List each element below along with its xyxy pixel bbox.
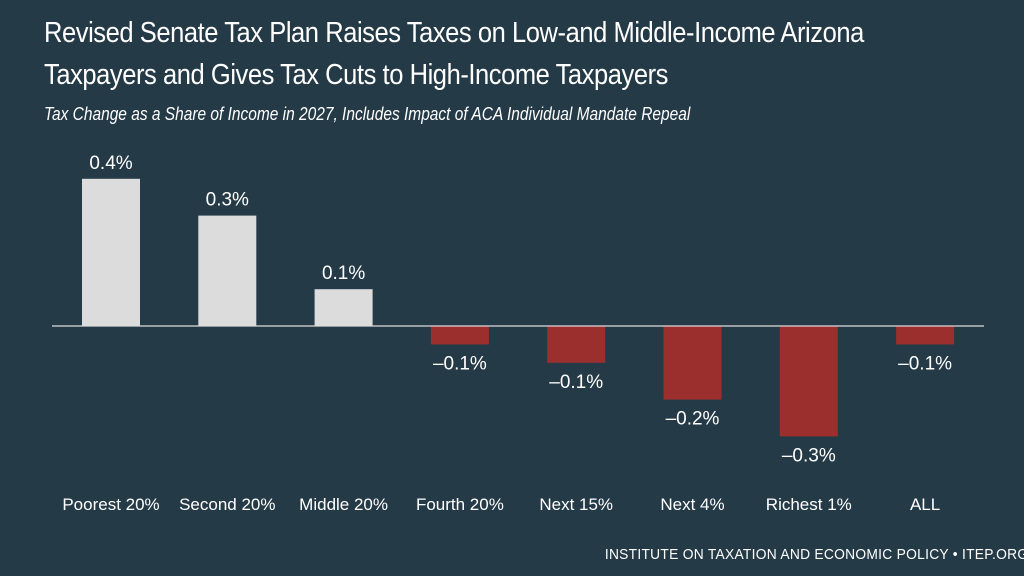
chart-subtitle: Tax Change as a Share of Income in 2027,…: [44, 104, 691, 124]
data-label-3: –0.1%: [433, 353, 487, 374]
bars-group: 0.4% Poorest 20% 0.3% Second 20% 0.1% Middle …: [62, 153, 955, 514]
data-label-5: –0.2%: [666, 409, 720, 430]
chart-title-line2: Taxpayers and Gives Tax Cuts to High-Inc…: [44, 59, 668, 91]
category-label-1: Second 20%: [179, 495, 275, 514]
bar-1: [198, 215, 257, 326]
data-label-6: –0.3%: [782, 445, 836, 466]
footer-credit: INSTITUTE ON TAXATION AND ECONOMIC POLIC…: [604, 546, 1024, 563]
category-label-2: Middle 20%: [299, 495, 388, 514]
bar-chart: 0.4% Poorest 20% 0.3% Second 20% 0.1% Middle …: [52, 153, 984, 514]
bar-4: [547, 326, 606, 363]
category-label-3: Fourth 20%: [416, 495, 504, 514]
data-label-4: –0.1%: [549, 372, 603, 393]
category-label-7: ALL: [910, 495, 940, 514]
data-label-7: –0.1%: [898, 353, 952, 374]
category-label-5: Next 4%: [660, 495, 724, 514]
category-label-6: Richest 1%: [766, 495, 852, 514]
bar-3: [430, 326, 489, 345]
bar-2: [314, 289, 373, 326]
bar-0: [82, 178, 140, 326]
bar-5: [663, 326, 722, 400]
category-label-0: Poorest 20%: [62, 495, 159, 514]
category-label-4: Next 15%: [539, 495, 613, 514]
bar-6: [779, 326, 838, 437]
data-label-2: 0.1%: [322, 263, 365, 284]
data-label-1: 0.3%: [206, 190, 249, 211]
chart-title: Revised Senate Tax Plan Raises Taxes on …: [44, 12, 889, 96]
data-label-0: 0.4%: [89, 153, 132, 174]
bar-7: [896, 326, 955, 345]
chart-title-line1: Revised Senate Tax Plan Raises Taxes on …: [44, 17, 864, 49]
